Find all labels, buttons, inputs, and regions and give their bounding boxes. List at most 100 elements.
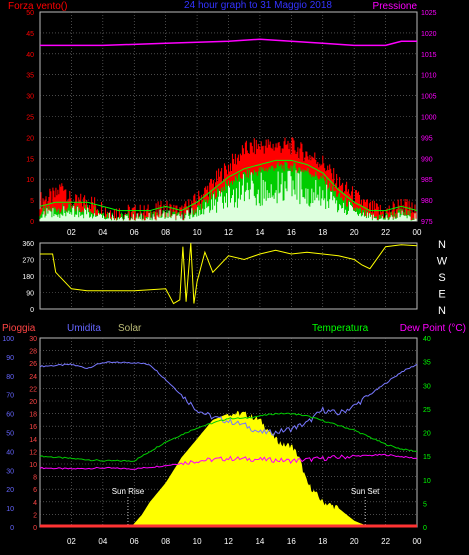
top-hour-label: 06 — [130, 228, 139, 237]
rain-tick-label: 2 — [33, 512, 37, 519]
top-hour-label: 12 — [224, 228, 233, 237]
rain-tick-label: 16 — [29, 424, 37, 431]
bottom-hour-label: 16 — [287, 537, 296, 546]
temperature-tick-label: 40 — [423, 336, 431, 343]
humidity-tick-label: 100 — [2, 336, 14, 343]
bottom-hour-label: 18 — [318, 537, 327, 546]
bottom-hour-label: 06 — [130, 537, 139, 546]
rain-tick-label: 26 — [29, 361, 37, 368]
wind-tick-label: 35 — [26, 73, 34, 80]
temperature-tick-label: 10 — [423, 478, 431, 485]
chart-title: 24 hour graph to 31 Maggio 2018 — [184, 0, 332, 11]
pressure-tick-label: 1025 — [421, 10, 437, 17]
direction-tick-label: 360 — [22, 241, 34, 248]
bottom-hour-label: 08 — [161, 537, 170, 546]
temperature-tick-label: 15 — [423, 454, 431, 461]
bottom-hour-label: 10 — [193, 537, 202, 546]
bottom-hour-label: 02 — [67, 537, 76, 546]
wind-tick-label: 15 — [26, 156, 34, 163]
compass-label: N — [438, 305, 446, 317]
temperature-series — [39, 412, 418, 462]
wind-speed-series — [39, 170, 417, 221]
direction-tick-label: 270 — [22, 258, 34, 265]
temperature-tick-label: 30 — [423, 383, 431, 390]
pressure-tick-label: 1010 — [421, 73, 437, 80]
bottom-hour-label: 22 — [381, 537, 390, 546]
humidity-tick-label: 60 — [6, 412, 14, 419]
pressure-series — [40, 38, 417, 47]
wind-average-line — [39, 159, 418, 212]
temperature-axis-title: Temperatura — [312, 323, 369, 334]
wind-tick-label: 10 — [26, 177, 34, 184]
rain-tick-label: 10 — [29, 462, 37, 469]
rain-tick-label: 0 — [33, 525, 37, 532]
humidity-tick-label: 0 — [10, 525, 14, 532]
humidity-series — [39, 361, 418, 436]
wind-tick-label: 45 — [26, 31, 34, 38]
top-hour-label: 02 — [67, 228, 76, 237]
pressure-tick-label: 1005 — [421, 94, 437, 101]
rain-tick-label: 22 — [29, 386, 37, 393]
sun-set-label: Sun Set — [351, 487, 380, 496]
solar-series — [131, 410, 370, 527]
top-hour-label: 00 — [413, 228, 422, 237]
humidity-tick-label: 50 — [6, 431, 14, 438]
dewpoint-axis-title: Dew Point (°C) — [400, 323, 466, 334]
temperature-tick-label: 20 — [423, 431, 431, 438]
pressure-tick-label: 975 — [421, 219, 433, 226]
humidity-axis-title: Umidita — [67, 323, 101, 334]
bottom-hour-label: 20 — [350, 537, 359, 546]
pressure-tick-label: 990 — [421, 156, 433, 163]
direction-tick-label: 0 — [30, 307, 34, 314]
rain-tick-label: 24 — [29, 374, 37, 381]
pressure-tick-label: 1020 — [421, 31, 437, 38]
compass-label: E — [438, 289, 445, 301]
top-hour-label: 08 — [161, 228, 170, 237]
top-hour-label: 14 — [255, 228, 264, 237]
pressure-tick-label: 1000 — [421, 115, 437, 122]
top-hour-label: 20 — [350, 228, 359, 237]
pressure-tick-label: 1015 — [421, 52, 437, 59]
humidity-tick-label: 20 — [6, 487, 14, 494]
top-hour-label: 16 — [287, 228, 296, 237]
rain-tick-label: 6 — [33, 487, 37, 494]
rain-tick-label: 20 — [29, 399, 37, 406]
pressure-tick-label: 980 — [421, 198, 433, 205]
humidity-tick-label: 90 — [6, 355, 14, 362]
pressure-tick-label: 985 — [421, 177, 433, 184]
rain-axis-title: Pioggia — [2, 323, 36, 334]
wind-tick-label: 20 — [26, 135, 34, 142]
rain-tick-label: 30 — [29, 336, 37, 343]
direction-tick-label: 90 — [26, 291, 34, 298]
direction-tick-label: 180 — [22, 274, 34, 281]
bottom-hour-label: 00 — [413, 537, 422, 546]
rain-tick-label: 28 — [29, 349, 37, 356]
rain-tick-label: 14 — [29, 437, 37, 444]
rain-tick-label: 18 — [29, 412, 37, 419]
pressure-tick-label: 995 — [421, 135, 433, 142]
wind-tick-label: 5 — [30, 198, 34, 205]
bottom-hour-label: 14 — [255, 537, 264, 546]
pressure-axis-title: Pressione — [373, 1, 418, 12]
solar-axis-title: Solar — [118, 323, 142, 334]
rain-humidity-solar-temperature-panel: 0246810121416182022242628300102030405060… — [2, 336, 431, 546]
humidity-tick-label: 40 — [6, 449, 14, 456]
wind-tick-label: 25 — [26, 115, 34, 122]
top-hour-label: 04 — [98, 228, 107, 237]
top-hour-label: 22 — [381, 228, 390, 237]
rain-tick-label: 12 — [29, 449, 37, 456]
top-hour-label: 10 — [193, 228, 202, 237]
wind-tick-label: 40 — [26, 52, 34, 59]
wind-direction-series — [40, 242, 418, 305]
compass-label: N — [438, 239, 446, 251]
bottom-hour-label: 04 — [98, 537, 107, 546]
compass-label: S — [438, 272, 445, 284]
wind-tick-label: 0 — [30, 219, 34, 226]
wind-pressure-panel: 0510152025303540455097598098599099510001… — [26, 10, 436, 237]
top-hour-label: 18 — [318, 228, 327, 237]
humidity-tick-label: 10 — [6, 506, 14, 513]
rain-tick-label: 4 — [33, 500, 37, 507]
temperature-tick-label: 0 — [423, 525, 427, 532]
temperature-tick-label: 25 — [423, 407, 431, 414]
